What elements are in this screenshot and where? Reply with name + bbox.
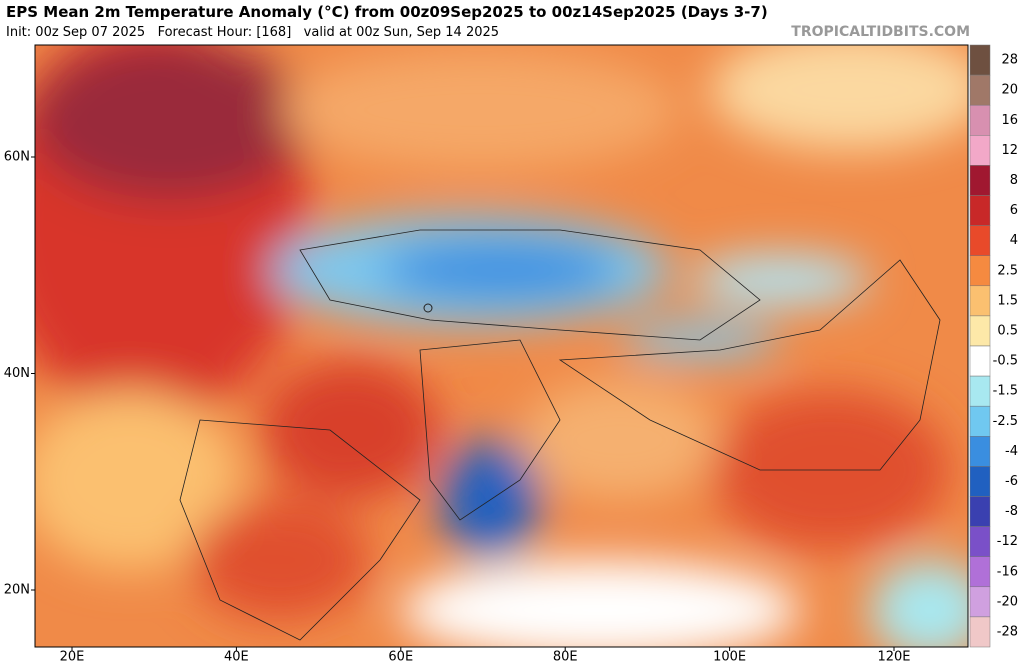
anomaly-field xyxy=(35,45,968,647)
watermark: TROPICALTIDBITS.COM xyxy=(791,24,970,40)
colorbar-label: -1.5 xyxy=(993,384,1018,399)
colorbar-label: 8 xyxy=(1010,173,1018,188)
lon-label: 20E xyxy=(60,650,85,665)
colorbar-swatch xyxy=(969,165,991,196)
colorbar-label: -16 xyxy=(997,564,1018,579)
colorbar-label: -2.5 xyxy=(993,414,1018,429)
colorbar-label: -4 xyxy=(1005,444,1018,459)
colorbar-swatch xyxy=(969,556,991,588)
colorbar-label: 1.5 xyxy=(997,293,1018,308)
colorbar-swatch xyxy=(969,375,991,407)
lat-label: 20N xyxy=(4,583,30,598)
colorbar-swatch xyxy=(969,466,991,497)
lon-label: 60E xyxy=(388,650,413,665)
colorbar-swatch xyxy=(969,135,991,166)
colorbar-label: -0.5 xyxy=(993,354,1018,369)
colorbar-swatch xyxy=(969,526,991,557)
colorbar-label: 4 xyxy=(1010,233,1018,248)
map-frame xyxy=(34,44,969,648)
title: EPS Mean 2m Temperature Anomaly (°C) fro… xyxy=(6,3,768,21)
lat-label: 60N xyxy=(4,150,30,165)
colorbar-swatch xyxy=(969,405,991,437)
colorbar-swatch xyxy=(969,345,991,377)
lat-label: 40N xyxy=(4,366,30,381)
colorbar-swatch xyxy=(969,195,991,226)
colorbar-label: 16 xyxy=(1001,113,1018,128)
lon-label: 40E xyxy=(224,650,249,665)
lon-label: 100E xyxy=(713,650,746,665)
lon-label: 80E xyxy=(553,650,578,665)
colorbar-swatch xyxy=(969,44,991,76)
colorbar-swatch xyxy=(969,616,991,648)
colorbar-label: 20 xyxy=(1001,83,1018,98)
colorbar-label: 12 xyxy=(1001,143,1018,158)
colorbar-label: -6 xyxy=(1005,474,1018,489)
lon-label: 120E xyxy=(877,650,910,665)
colorbar-swatch xyxy=(969,225,991,256)
colorbar-swatch xyxy=(969,255,991,287)
colorbar-label: 6 xyxy=(1010,203,1018,218)
colorbar-swatch xyxy=(969,436,991,467)
colorbar-swatch xyxy=(969,496,991,527)
colorbar-swatch xyxy=(969,315,991,347)
colorbar-label: -20 xyxy=(997,594,1018,609)
colorbar-label: -12 xyxy=(997,534,1018,549)
colorbar-label: 28 xyxy=(1001,53,1018,68)
colorbar-label: -28 xyxy=(997,624,1018,639)
colorbar-label: -8 xyxy=(1005,504,1018,519)
colorbar-swatch xyxy=(969,285,991,317)
colorbar-swatch xyxy=(969,586,991,618)
subtitle: Init: 00z Sep 07 2025 Forecast Hour: [16… xyxy=(6,25,500,40)
colorbar-label: 2.5 xyxy=(997,263,1018,278)
colorbar-swatch xyxy=(969,104,991,136)
colorbar-swatch xyxy=(969,74,991,106)
colorbar-label: 0.5 xyxy=(997,323,1018,338)
